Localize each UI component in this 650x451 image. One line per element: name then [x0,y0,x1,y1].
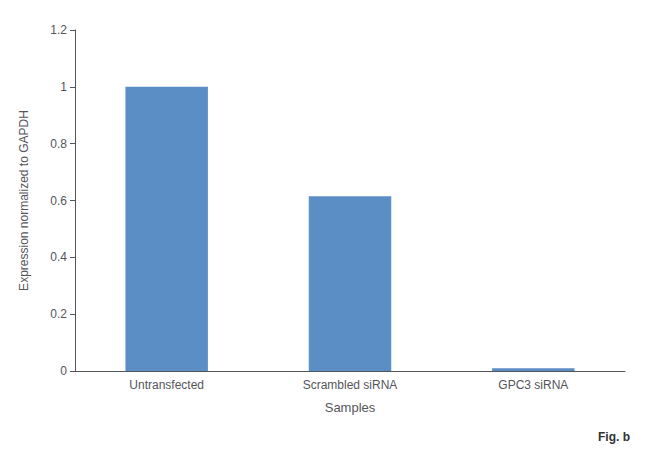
svg-text:0.6: 0.6 [50,194,67,208]
svg-text:Expression normalized to GAPDH: Expression normalized to GAPDH [17,110,31,291]
svg-text:Untransfected: Untransfected [129,378,204,392]
svg-text:Scrambled siRNA: Scrambled siRNA [303,378,398,392]
svg-text:1.2: 1.2 [50,23,67,37]
svg-text:0.2: 0.2 [50,307,67,321]
svg-text:0: 0 [60,364,67,378]
svg-text:0.4: 0.4 [50,250,67,264]
svg-text:GPC3 siRNA: GPC3 siRNA [498,378,568,392]
svg-text:Samples: Samples [325,400,376,415]
svg-text:0.8: 0.8 [50,137,67,151]
svg-text:1: 1 [60,80,67,94]
svg-text:Fig. b: Fig. b [598,430,630,444]
